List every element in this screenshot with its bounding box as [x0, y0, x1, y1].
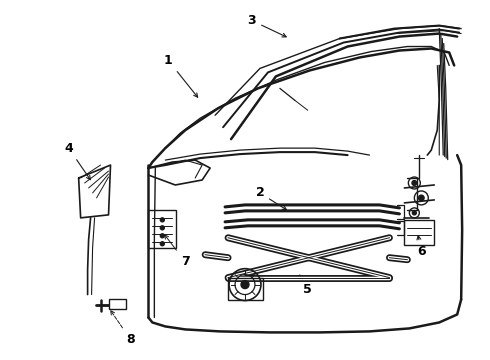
Text: 4: 4 [64, 141, 90, 180]
Text: 6: 6 [417, 236, 426, 258]
Circle shape [160, 218, 164, 222]
Bar [148, 210, 176, 248]
Circle shape [413, 211, 416, 215]
Text: 8: 8 [111, 311, 135, 346]
Bar [228, 278, 263, 300]
Text: 7: 7 [165, 235, 190, 268]
Text: 5: 5 [300, 275, 312, 296]
Circle shape [160, 242, 164, 246]
Circle shape [412, 181, 416, 185]
Bar [108, 298, 126, 309]
Bar [404, 220, 434, 245]
Text: 3: 3 [247, 14, 286, 37]
Circle shape [160, 234, 164, 238]
Circle shape [241, 280, 249, 289]
Circle shape [418, 195, 424, 201]
Text: 1: 1 [164, 54, 197, 97]
Text: 2: 2 [256, 186, 287, 210]
Circle shape [160, 226, 164, 230]
